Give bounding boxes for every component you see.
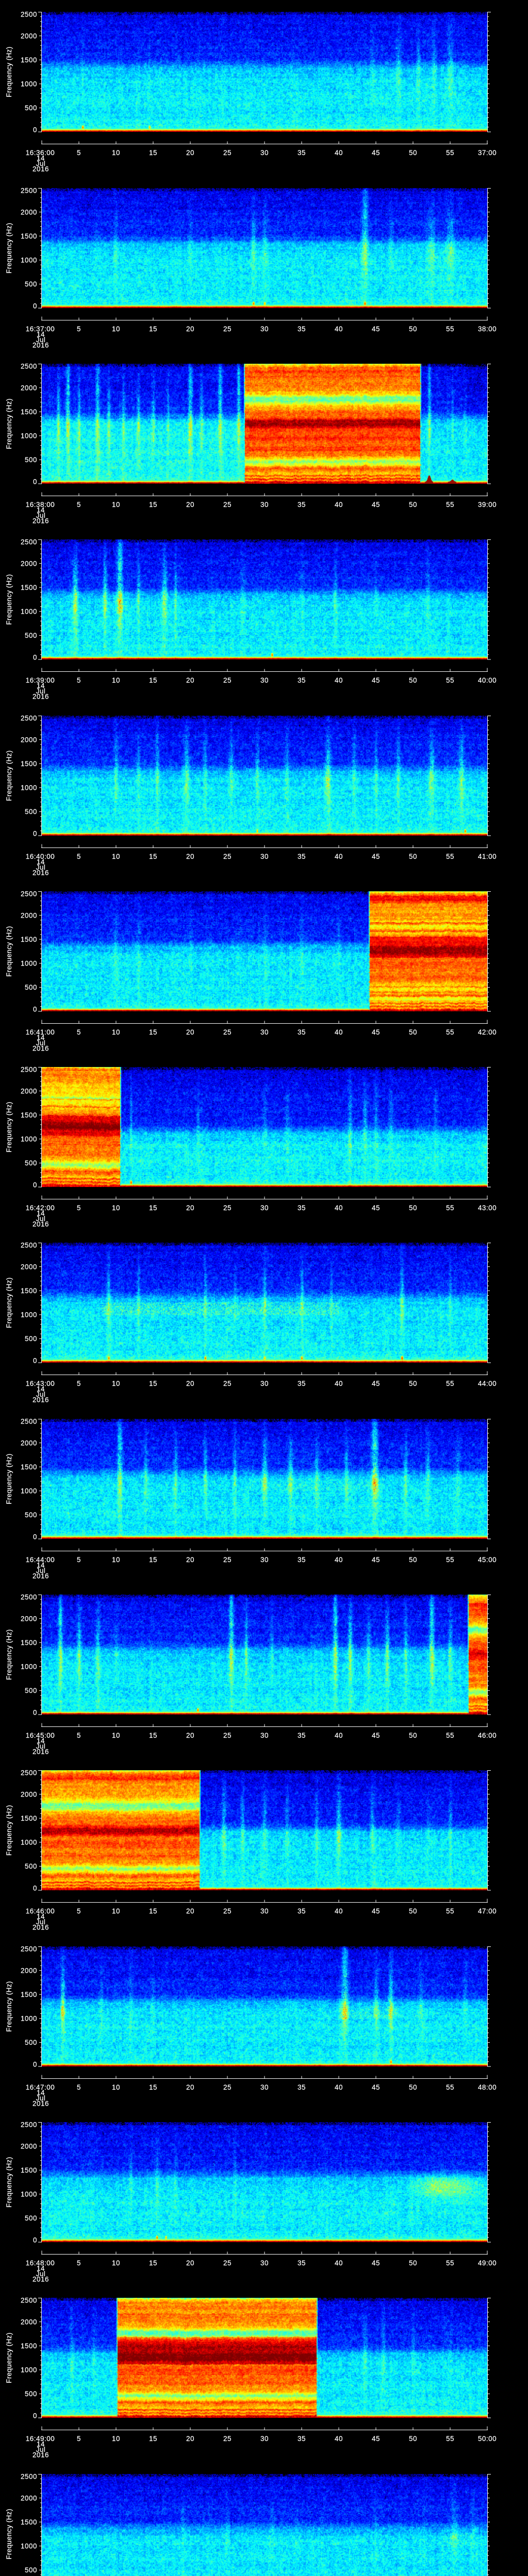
svg-text:16:37:00: 16:37:00 [26,325,55,333]
svg-text:47:00: 47:00 [478,1907,497,1915]
svg-text:42:00: 42:00 [478,1028,497,1036]
svg-text:16:38:00: 16:38:00 [26,501,55,509]
svg-text:41:00: 41:00 [478,853,497,860]
svg-text:16:43:00: 16:43:00 [26,1380,55,1387]
svg-text:45:00: 45:00 [478,1556,497,1564]
svg-text:44:00: 44:00 [478,1380,497,1387]
svg-text:46:00: 46:00 [478,1732,497,1739]
svg-text:37:00: 37:00 [478,149,497,157]
svg-text:16:47:00: 16:47:00 [26,2083,55,2091]
svg-text:16:45:00: 16:45:00 [26,1732,55,1739]
svg-text:16:40:00: 16:40:00 [26,853,55,860]
svg-text:16:48:00: 16:48:00 [26,2259,55,2267]
svg-text:48:00: 48:00 [478,2083,497,2091]
svg-text:40:00: 40:00 [478,676,497,684]
svg-text:16:46:00: 16:46:00 [26,1907,55,1915]
svg-text:43:00: 43:00 [478,1204,497,1212]
svg-text:16:41:00: 16:41:00 [26,1028,55,1036]
svg-text:39:00: 39:00 [478,501,497,509]
svg-text:49:00: 49:00 [478,2259,497,2267]
svg-text:16:42:00: 16:42:00 [26,1204,55,1212]
svg-text:38:00: 38:00 [478,325,497,333]
svg-text:16:49:00: 16:49:00 [26,2435,55,2443]
svg-text:16:44:00: 16:44:00 [26,1556,55,1564]
svg-text:16:39:00: 16:39:00 [26,676,55,684]
svg-text:16:36:00: 16:36:00 [26,149,55,157]
svg-text:50:00: 50:00 [478,2435,497,2443]
